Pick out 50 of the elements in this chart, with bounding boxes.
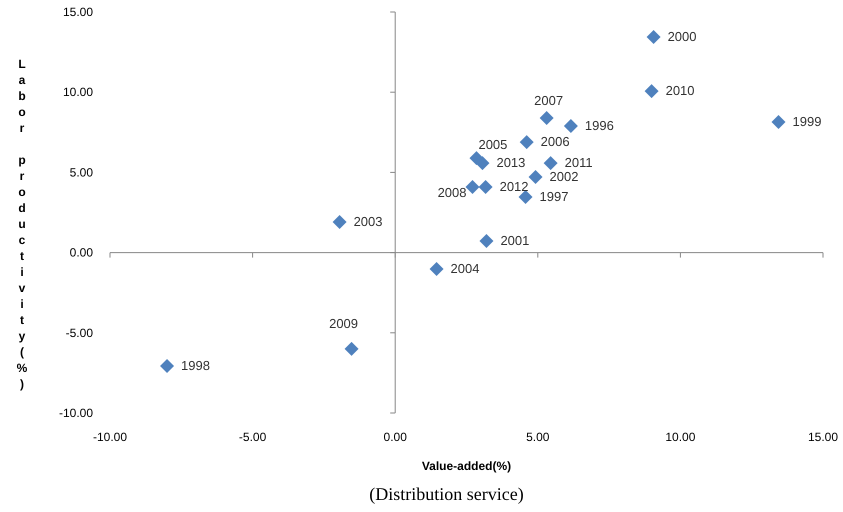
- annotation: 2002: [550, 169, 578, 184]
- x-tick-label: 0.00: [384, 430, 408, 444]
- annotation: 1999: [792, 114, 822, 130]
- annotation: 2009: [329, 316, 358, 331]
- x-axis-title: Value-added(%): [422, 459, 512, 473]
- point: [332, 214, 347, 229]
- annotation: 2010: [666, 83, 695, 98]
- point: [478, 180, 493, 194]
- point: [520, 135, 534, 150]
- y-tick-label: -10.00: [58, 406, 94, 420]
- y-tick-label: 10.00: [62, 85, 94, 100]
- annotation: 2008: [438, 184, 466, 200]
- x-tick-label: 5.00: [526, 430, 550, 444]
- point: [544, 156, 558, 170]
- annotation: 2011: [564, 155, 593, 170]
- x-tick-label: 10.00: [665, 430, 696, 444]
- text: (Distribution service): [369, 484, 524, 504]
- x-tick-label: 15.00: [808, 430, 838, 444]
- point: [518, 190, 533, 204]
- point: [646, 30, 661, 44]
- annotation: 2001: [500, 233, 530, 248]
- x-tick-label: -5.00: [238, 430, 267, 444]
- y-tick-label: 5.00: [70, 165, 94, 180]
- y-tick-label: -5.00: [66, 326, 94, 340]
- annotation: 1998: [181, 358, 210, 374]
- annotation: 2012: [500, 178, 529, 194]
- point: [564, 119, 578, 134]
- annotation: 2013: [496, 155, 526, 170]
- x-tick-label: -10.00: [92, 430, 128, 444]
- annotation: 1997: [540, 188, 568, 204]
- annotation: 2006: [540, 134, 570, 150]
- point: [772, 115, 786, 130]
- point: [528, 170, 543, 184]
- point: [475, 156, 490, 170]
- annotation: 2000: [668, 29, 697, 44]
- point: [479, 234, 494, 248]
- point: [344, 342, 359, 356]
- y-axis-title: Labor productivity(%): [15, 57, 29, 393]
- y-tick-label: 0.00: [70, 246, 94, 260]
- annotation: 2007: [534, 93, 564, 108]
- point: [160, 359, 174, 374]
- annotation: 1996: [584, 118, 614, 134]
- annotation: 2004: [450, 260, 480, 276]
- annotation: 2005: [478, 137, 508, 152]
- point: [644, 84, 659, 98]
- point: [465, 180, 480, 194]
- point: [430, 262, 444, 276]
- point: [540, 111, 554, 126]
- annotation: 2003: [354, 214, 383, 229]
- y-tick-label: 15.00: [62, 5, 94, 19]
